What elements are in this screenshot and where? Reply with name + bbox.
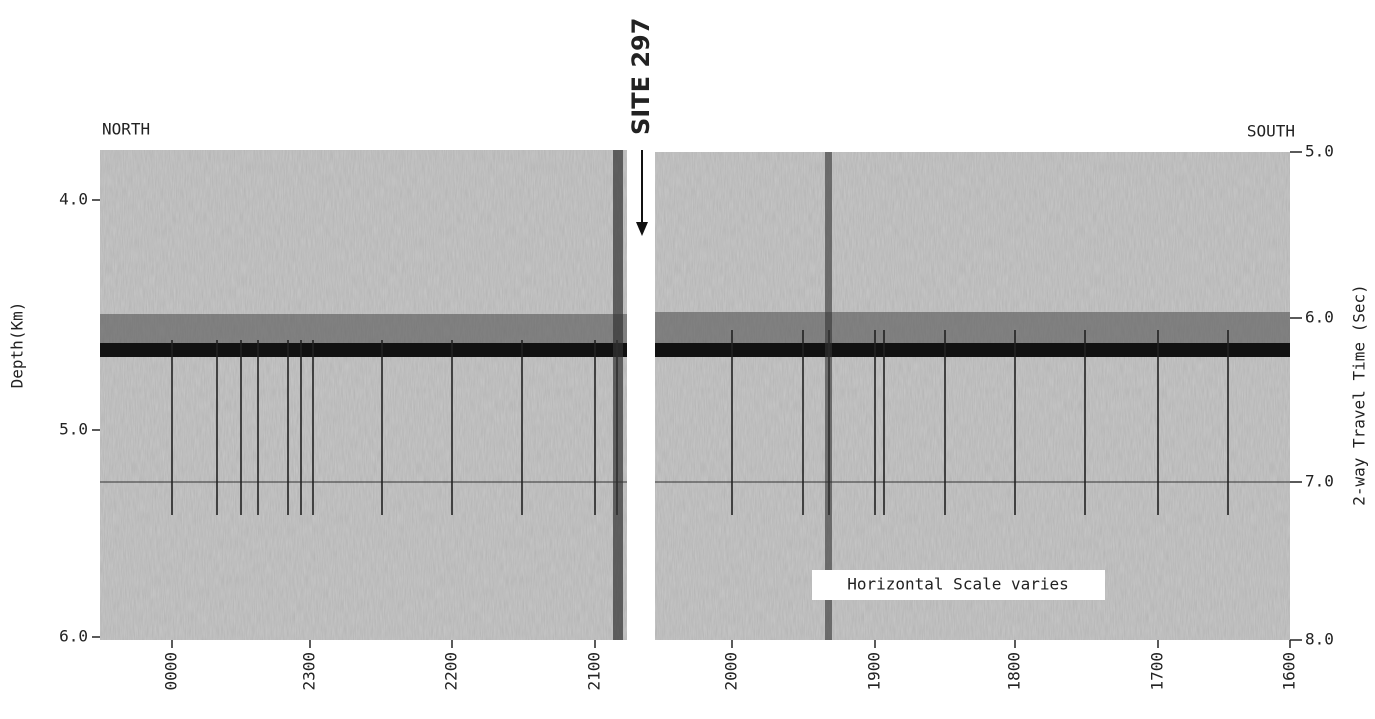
- bottom-tick-label: 1800: [1005, 652, 1024, 691]
- bottom-tick-label: 2100: [585, 652, 604, 691]
- streaks: [171, 150, 1229, 640]
- reflector-band: [100, 343, 627, 357]
- site-arrowhead: [636, 222, 648, 236]
- bottom-tick-label: 1600: [1280, 652, 1299, 691]
- streak: [613, 150, 623, 640]
- left-tick-label: 5.0: [59, 420, 88, 439]
- bottom-tick-label: 2000: [722, 652, 741, 691]
- south-label: SOUTH: [1247, 122, 1295, 141]
- streak: [825, 152, 832, 640]
- left-tick-label: 4.0: [59, 190, 88, 209]
- scale-note: Horizontal Scale varies: [847, 575, 1069, 594]
- seismic-panels: [100, 150, 1290, 640]
- north-label: NORTH: [102, 120, 150, 139]
- left-tick-label: 6.0: [59, 627, 88, 646]
- seafloor-band: [655, 312, 1290, 344]
- site-label: SITE 297: [627, 18, 655, 135]
- bottom-tick-label: 2200: [442, 652, 461, 691]
- right-tick-label: 7.0: [1305, 472, 1334, 491]
- note-box: [812, 570, 1105, 600]
- left-axis-label: Depth(Km): [8, 302, 27, 389]
- left-axis: 4.0 5.0 6.0: [59, 190, 100, 646]
- right-tick-label: 8.0: [1305, 630, 1334, 649]
- bottom-axis: 0000 2300 2200 2100 2000 1900 1800 1700 1600: [162, 640, 1299, 691]
- right-axis: 5.0 6.0 7.0 8.0: [1290, 142, 1334, 649]
- right-axis-label: 2-way Travel Time (Sec): [1350, 284, 1369, 506]
- bottom-tick-label: 0000: [162, 652, 181, 691]
- bottom-tick-label: 2300: [300, 652, 319, 691]
- seafloor-band: [100, 314, 627, 344]
- left-panel-grain: [100, 150, 627, 640]
- right-tick-label: 6.0: [1305, 308, 1334, 327]
- right-tick-label: 5.0: [1305, 142, 1334, 161]
- reflector-band: [655, 343, 1290, 357]
- bottom-tick-label: 1900: [865, 652, 884, 691]
- right-panel-grain: [655, 152, 1290, 640]
- bottom-tick-label: 1700: [1148, 652, 1167, 691]
